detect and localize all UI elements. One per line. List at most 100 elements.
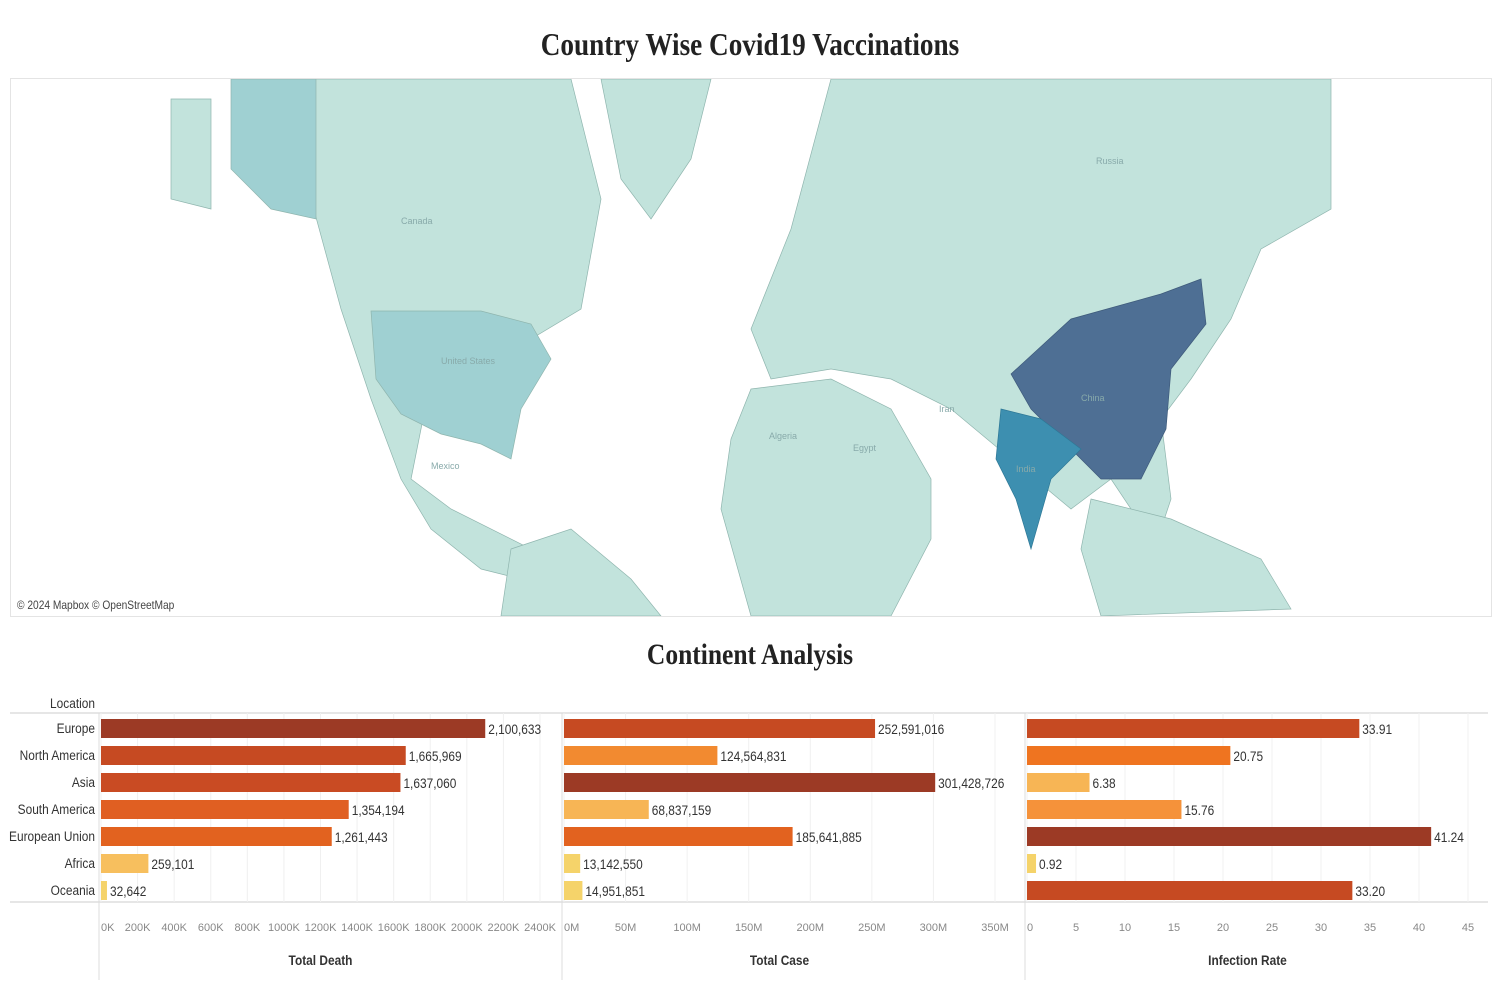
- bar: [101, 854, 149, 873]
- map-region-united-states: [370, 310, 552, 460]
- section-title: Continent Analysis: [646, 638, 854, 671]
- tick-label: 2000K: [451, 922, 483, 934]
- bar: [1027, 746, 1231, 765]
- tick-label: 1200K: [305, 922, 337, 934]
- tick-label: 300M: [920, 922, 948, 934]
- bar-value-label: 301,428,726: [938, 775, 1004, 791]
- map-region-europe-asia: [750, 79, 1332, 561]
- tick-label: 150M: [735, 922, 763, 934]
- bar: [564, 827, 793, 846]
- bar: [1027, 773, 1090, 792]
- tick-label: 2200K: [488, 922, 520, 934]
- map-region-africa: [720, 378, 932, 616]
- tick-label: 20: [1217, 922, 1229, 934]
- location-header: Location: [50, 695, 95, 711]
- tick-label: 1000K: [268, 922, 300, 934]
- tick-label: 35: [1364, 922, 1376, 934]
- bar-value-label: 41.24: [1434, 829, 1464, 845]
- category-label: Asia: [72, 774, 96, 790]
- tick-label: 1800K: [414, 922, 446, 934]
- continent-bar-charts: Location Europe North America Asia South Ame…: [9, 695, 1488, 980]
- category-label: North America: [20, 747, 96, 763]
- tick-label: 200M: [797, 922, 825, 934]
- map-region-greenland: [600, 79, 712, 220]
- map-label-algeria: Algeria: [769, 431, 797, 441]
- tick-label: 350M: [981, 922, 1009, 934]
- bar: [1027, 827, 1432, 846]
- tick-label: 0M: [564, 922, 579, 934]
- map-region-alaska: [230, 79, 317, 220]
- bar-value-label: 185,641,885: [796, 829, 862, 845]
- map-label-mexico: Mexico: [431, 461, 460, 471]
- tick-label: 800K: [234, 922, 260, 934]
- tick-label: 2400K: [524, 922, 556, 934]
- map-label-china: China: [1081, 393, 1105, 403]
- bar-value-label: 259,101: [151, 856, 194, 872]
- tick-label: 40: [1413, 922, 1425, 934]
- bar-value-label: 32,642: [110, 883, 146, 899]
- bar: [564, 773, 936, 792]
- map-label-india: India: [1016, 464, 1036, 474]
- tick-label: 1600K: [378, 922, 410, 934]
- bar: [564, 746, 718, 765]
- bar: [101, 881, 107, 900]
- map-label-russia: Russia: [1096, 156, 1124, 166]
- bar-value-label: 13,142,550: [583, 856, 643, 872]
- tick-label: 0: [1027, 922, 1033, 934]
- map-label-canada: Canada: [401, 216, 433, 226]
- tick-label: 50M: [615, 922, 636, 934]
- map-region-south-america: [500, 528, 662, 616]
- bar: [564, 800, 649, 819]
- tick-label: 400K: [161, 922, 187, 934]
- tick-label: 200K: [125, 922, 151, 934]
- bar-value-label: 2,100,633: [488, 721, 541, 737]
- bar: [1027, 719, 1360, 738]
- map-region-alaska-west: [170, 98, 212, 210]
- axis-title: Total Death: [289, 952, 353, 968]
- tick-label: 45: [1462, 922, 1474, 934]
- bar: [564, 719, 876, 738]
- bar: [101, 827, 332, 846]
- bar-value-label: 1,637,060: [403, 775, 456, 791]
- bar-value-label: 124,564,831: [720, 748, 786, 764]
- dashboard-title: Country Wise Covid19 Vaccinations: [540, 26, 960, 62]
- bar-value-label: 15.76: [1184, 802, 1214, 818]
- category-label: Africa: [65, 855, 96, 871]
- bar-value-label: 20.75: [1233, 748, 1263, 764]
- bar: [1027, 854, 1037, 873]
- tick-label: 0K: [101, 922, 115, 934]
- map-label-us: United States: [441, 356, 496, 366]
- bar: [101, 746, 406, 765]
- world-map[interactable]: Russia Canada United States Mexico China…: [10, 78, 1492, 617]
- bar-value-label: 6.38: [1093, 775, 1116, 791]
- map-label-iran: Iran: [939, 404, 955, 414]
- bar: [101, 719, 486, 738]
- bar-value-label: 33.91: [1362, 721, 1392, 737]
- category-label: South America: [18, 801, 96, 817]
- map-label-egypt: Egypt: [853, 443, 877, 453]
- tick-label: 5: [1073, 922, 1079, 934]
- map-credit: © 2024 Mapbox © OpenStreetMap: [17, 598, 175, 612]
- axis-title: Infection Rate: [1208, 952, 1287, 968]
- bar: [101, 773, 401, 792]
- map-region-india: [995, 408, 1082, 551]
- bar-value-label: 33.20: [1355, 883, 1385, 899]
- bar: [1027, 881, 1353, 900]
- bar: [101, 800, 349, 819]
- bar-value-label: 1,665,969: [409, 748, 462, 764]
- tick-label: 30: [1315, 922, 1327, 934]
- bar-value-label: 14,951,851: [585, 883, 645, 899]
- bar: [564, 881, 583, 900]
- bar-value-label: 1,261,443: [335, 829, 388, 845]
- map-svg: Russia Canada United States Mexico China…: [170, 79, 1332, 616]
- axis-title: Total Case: [750, 952, 809, 968]
- tick-label: 15: [1168, 922, 1180, 934]
- map-region-southeast-asia: [1080, 498, 1292, 616]
- tick-label: 600K: [198, 922, 224, 934]
- tick-label: 10: [1119, 922, 1131, 934]
- tick-label: 25: [1266, 922, 1278, 934]
- bar-value-label: 1,354,194: [352, 802, 405, 818]
- bar: [1027, 800, 1182, 819]
- category-label: Europe: [57, 720, 95, 736]
- bar-value-label: 252,591,016: [878, 721, 944, 737]
